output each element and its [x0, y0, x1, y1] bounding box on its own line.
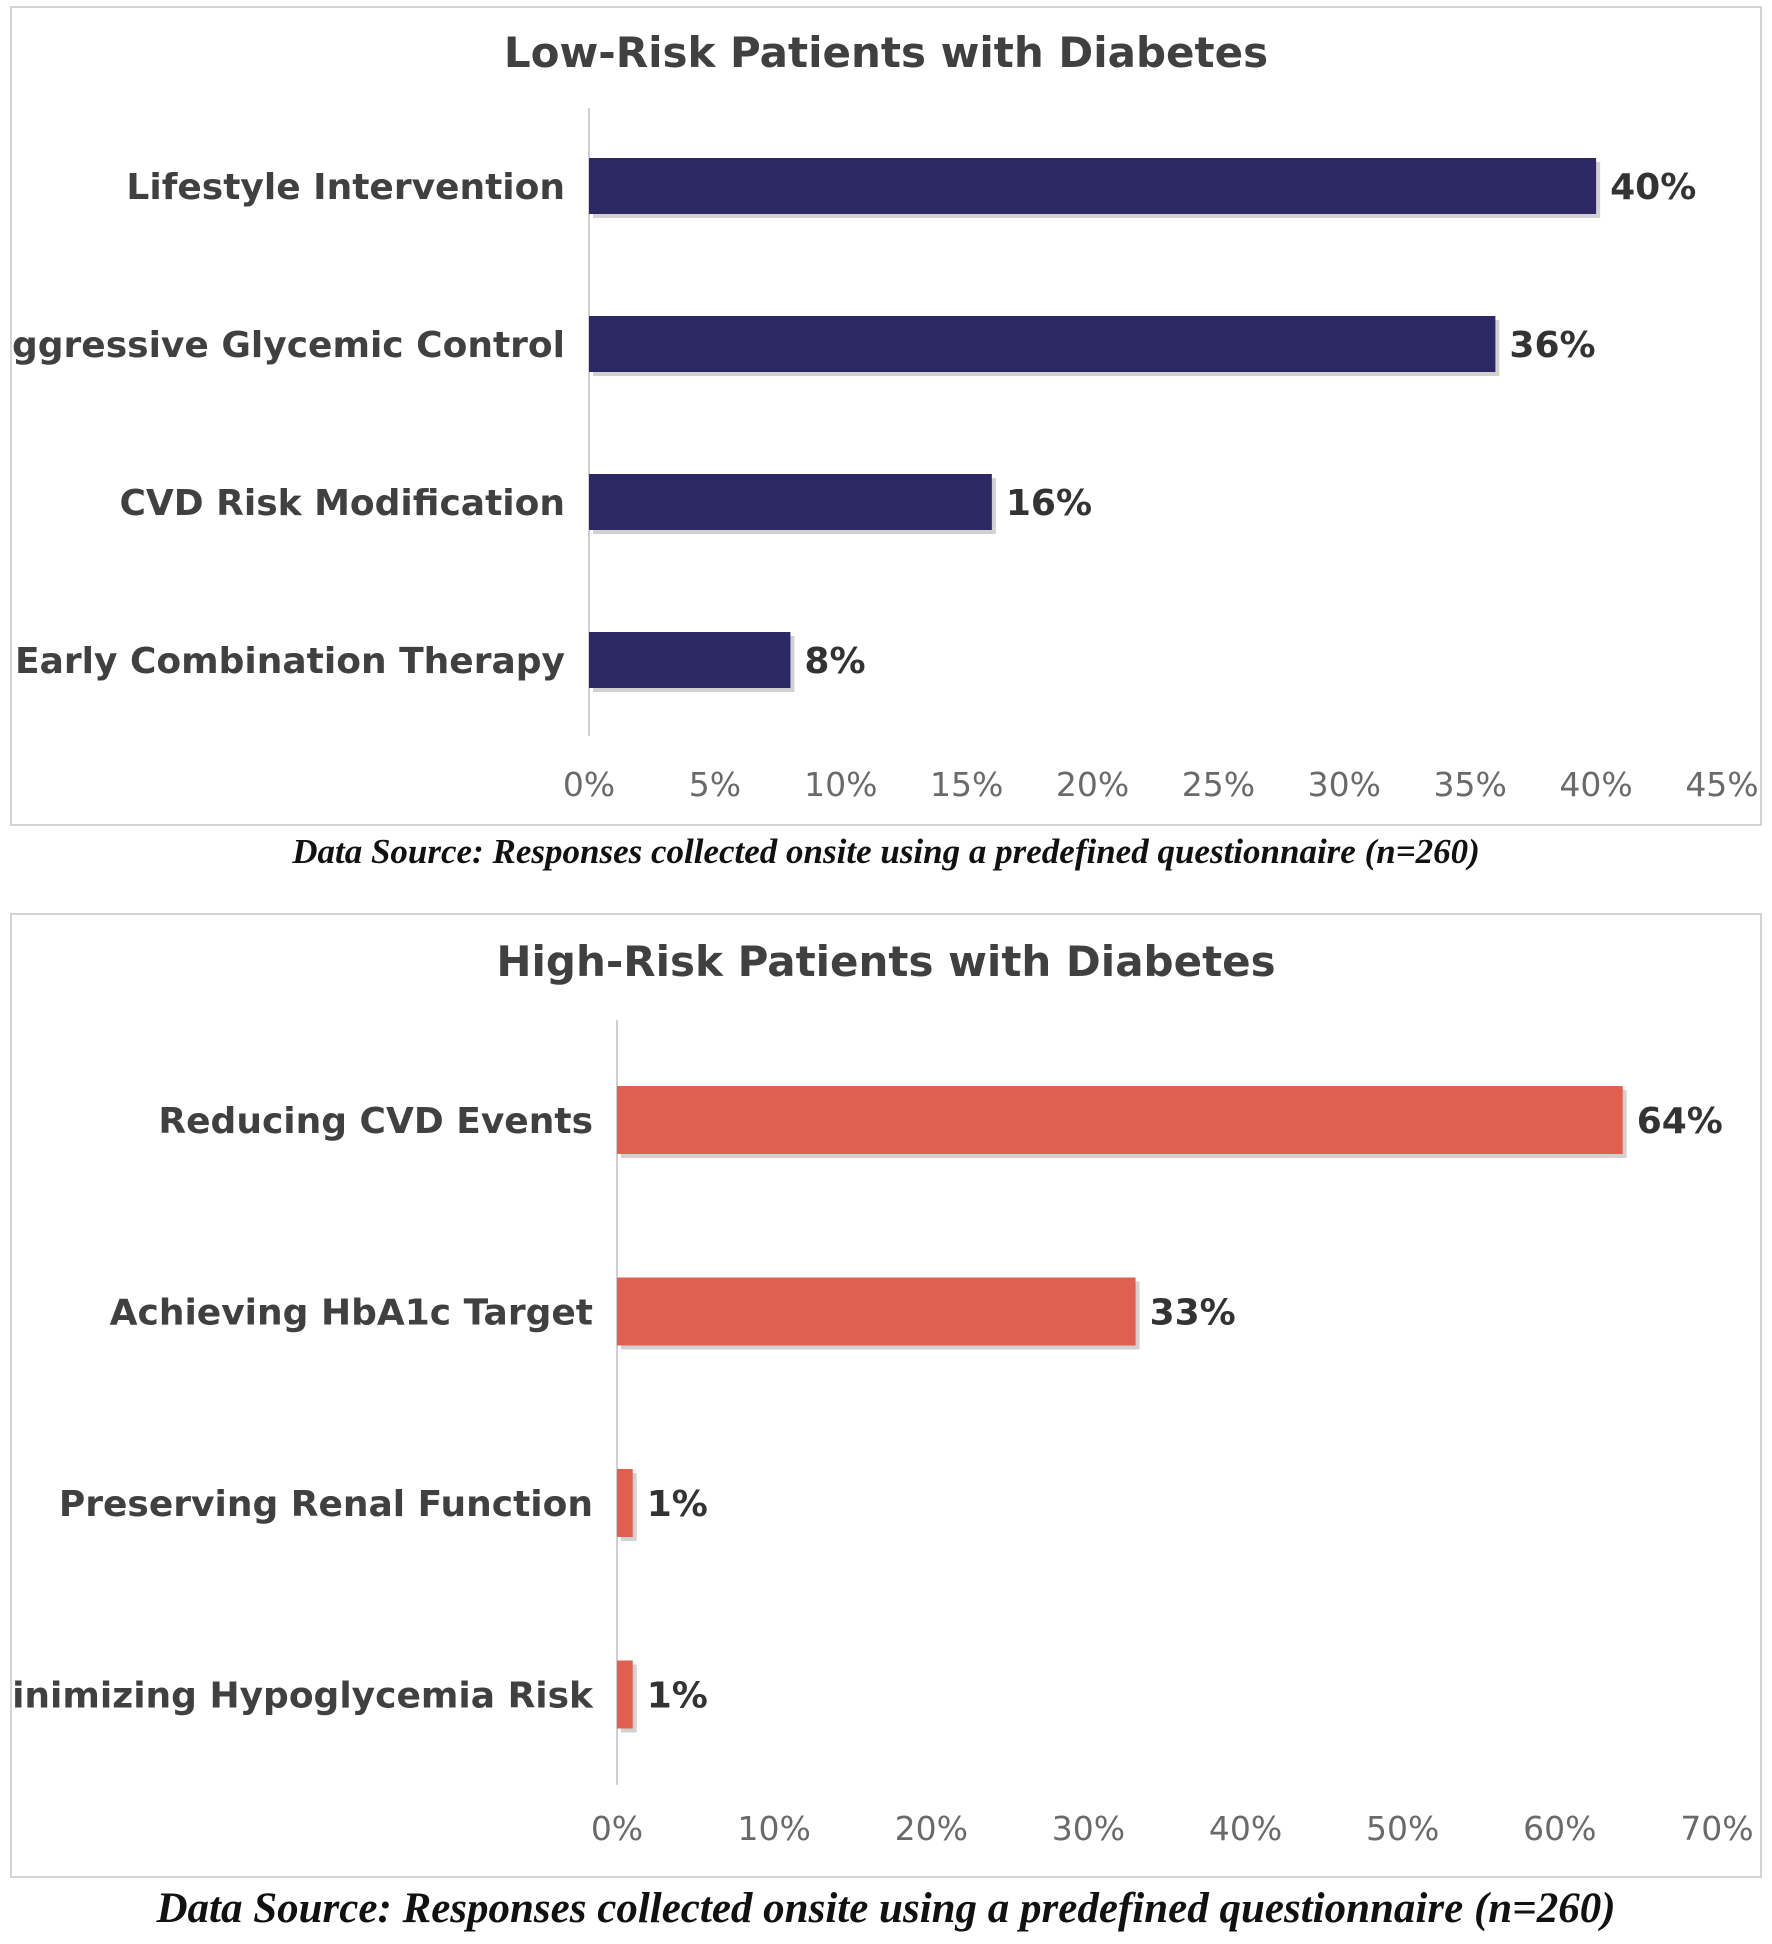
bar: [617, 1469, 633, 1537]
bar: [589, 158, 1597, 214]
x-tick-label: 0%: [591, 1809, 643, 1848]
bar: [617, 1277, 1136, 1346]
low-risk-bar-chart: Lifestyle Intervention 40% Aggressive Glyc…: [12, 108, 1759, 804]
category-label: Preserving Renal Function: [59, 1484, 593, 1525]
x-tick-label: 15%: [930, 765, 1003, 804]
data-label: 16%: [1006, 483, 1092, 524]
x-tick-label: 60%: [1523, 1809, 1596, 1848]
data-label: 1%: [647, 1676, 708, 1717]
x-tick-label: 40%: [1559, 765, 1632, 804]
x-tick-label: 10%: [737, 1809, 810, 1848]
high-risk-chart-panel: High-Risk Patients with Diabetes Reducin…: [10, 913, 1762, 1878]
category-label: Lifestyle Intervention: [126, 167, 565, 208]
category-label: Minimizing Hypoglycemia Risk: [12, 1676, 594, 1717]
data-label: 8%: [804, 641, 865, 682]
data-label: 64%: [1637, 1101, 1723, 1142]
x-tick-label: 30%: [1052, 1809, 1125, 1848]
x-tick-label: 0%: [563, 765, 615, 804]
x-tick-label: 25%: [1182, 765, 1255, 804]
category-label: Aggressive Glycemic Control: [12, 325, 565, 366]
data-label: 40%: [1610, 167, 1696, 208]
data-source-note: Data Source: Responses collected onsite …: [156, 1885, 1616, 1932]
chart-title: Low-Risk Patients with Diabetes: [503, 28, 1269, 77]
bar: [617, 1086, 1623, 1154]
x-tick-label: 70%: [1680, 1809, 1753, 1848]
x-tick-label: 10%: [804, 765, 877, 804]
category-label: Early Combination Therapy: [15, 641, 565, 682]
chart-title: High-Risk Patients with Diabetes: [496, 937, 1276, 986]
x-tick-label: 5%: [689, 765, 741, 804]
bar: [589, 632, 791, 688]
x-tick-label: 45%: [1685, 765, 1758, 804]
bar: [589, 316, 1496, 372]
x-tick-label: 20%: [1056, 765, 1129, 804]
data-source-note: Data Source: Responses collected onsite …: [292, 832, 1480, 871]
x-tick-label: 30%: [1308, 765, 1381, 804]
category-label: Achieving HbA1c Target: [110, 1293, 593, 1334]
bar: [589, 474, 992, 530]
x-tick-label: 20%: [895, 1809, 968, 1848]
low-risk-chart-panel: Low-Risk Patients with Diabetes Lifestyl…: [10, 6, 1762, 826]
x-tick-label: 50%: [1366, 1809, 1439, 1848]
bar: [617, 1660, 633, 1729]
category-label: CVD Risk Modification: [119, 483, 565, 524]
data-label: 33%: [1150, 1293, 1236, 1334]
high-risk-bar-chart: Reducing CVD Events 64% Achieving HbA1c Ta…: [12, 1020, 1754, 1848]
x-tick-label: 40%: [1209, 1809, 1282, 1848]
category-label: Reducing CVD Events: [158, 1101, 593, 1142]
data-label: 1%: [647, 1484, 708, 1525]
x-tick-label: 35%: [1434, 765, 1507, 804]
data-label: 36%: [1509, 325, 1595, 366]
